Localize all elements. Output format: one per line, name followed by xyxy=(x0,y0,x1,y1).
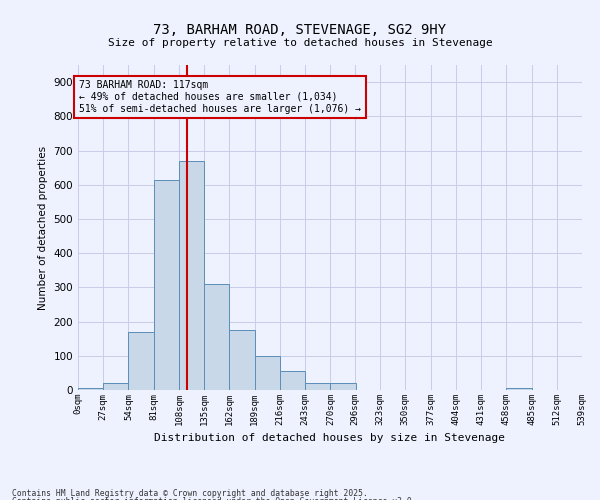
Bar xyxy=(78,388,103,390)
Bar xyxy=(128,332,154,390)
Bar xyxy=(154,180,179,390)
Bar xyxy=(179,161,204,390)
Text: Contains HM Land Registry data © Crown copyright and database right 2025.: Contains HM Land Registry data © Crown c… xyxy=(12,488,368,498)
Bar xyxy=(506,388,532,390)
X-axis label: Distribution of detached houses by size in Stevenage: Distribution of detached houses by size … xyxy=(155,434,505,444)
Text: 73, BARHAM ROAD, STEVENAGE, SG2 9HY: 73, BARHAM ROAD, STEVENAGE, SG2 9HY xyxy=(154,22,446,36)
Bar xyxy=(255,356,280,390)
Text: Size of property relative to detached houses in Stevenage: Size of property relative to detached ho… xyxy=(107,38,493,48)
Text: Contains public sector information licensed under the Open Government Licence v3: Contains public sector information licen… xyxy=(12,498,416,500)
Bar xyxy=(229,330,255,390)
Bar xyxy=(103,383,128,390)
Y-axis label: Number of detached properties: Number of detached properties xyxy=(38,146,48,310)
Bar xyxy=(204,284,229,390)
Bar xyxy=(305,383,331,390)
Bar xyxy=(280,371,305,390)
Text: 73 BARHAM ROAD: 117sqm
← 49% of detached houses are smaller (1,034)
51% of semi-: 73 BARHAM ROAD: 117sqm ← 49% of detached… xyxy=(79,80,361,114)
Bar xyxy=(331,383,356,390)
